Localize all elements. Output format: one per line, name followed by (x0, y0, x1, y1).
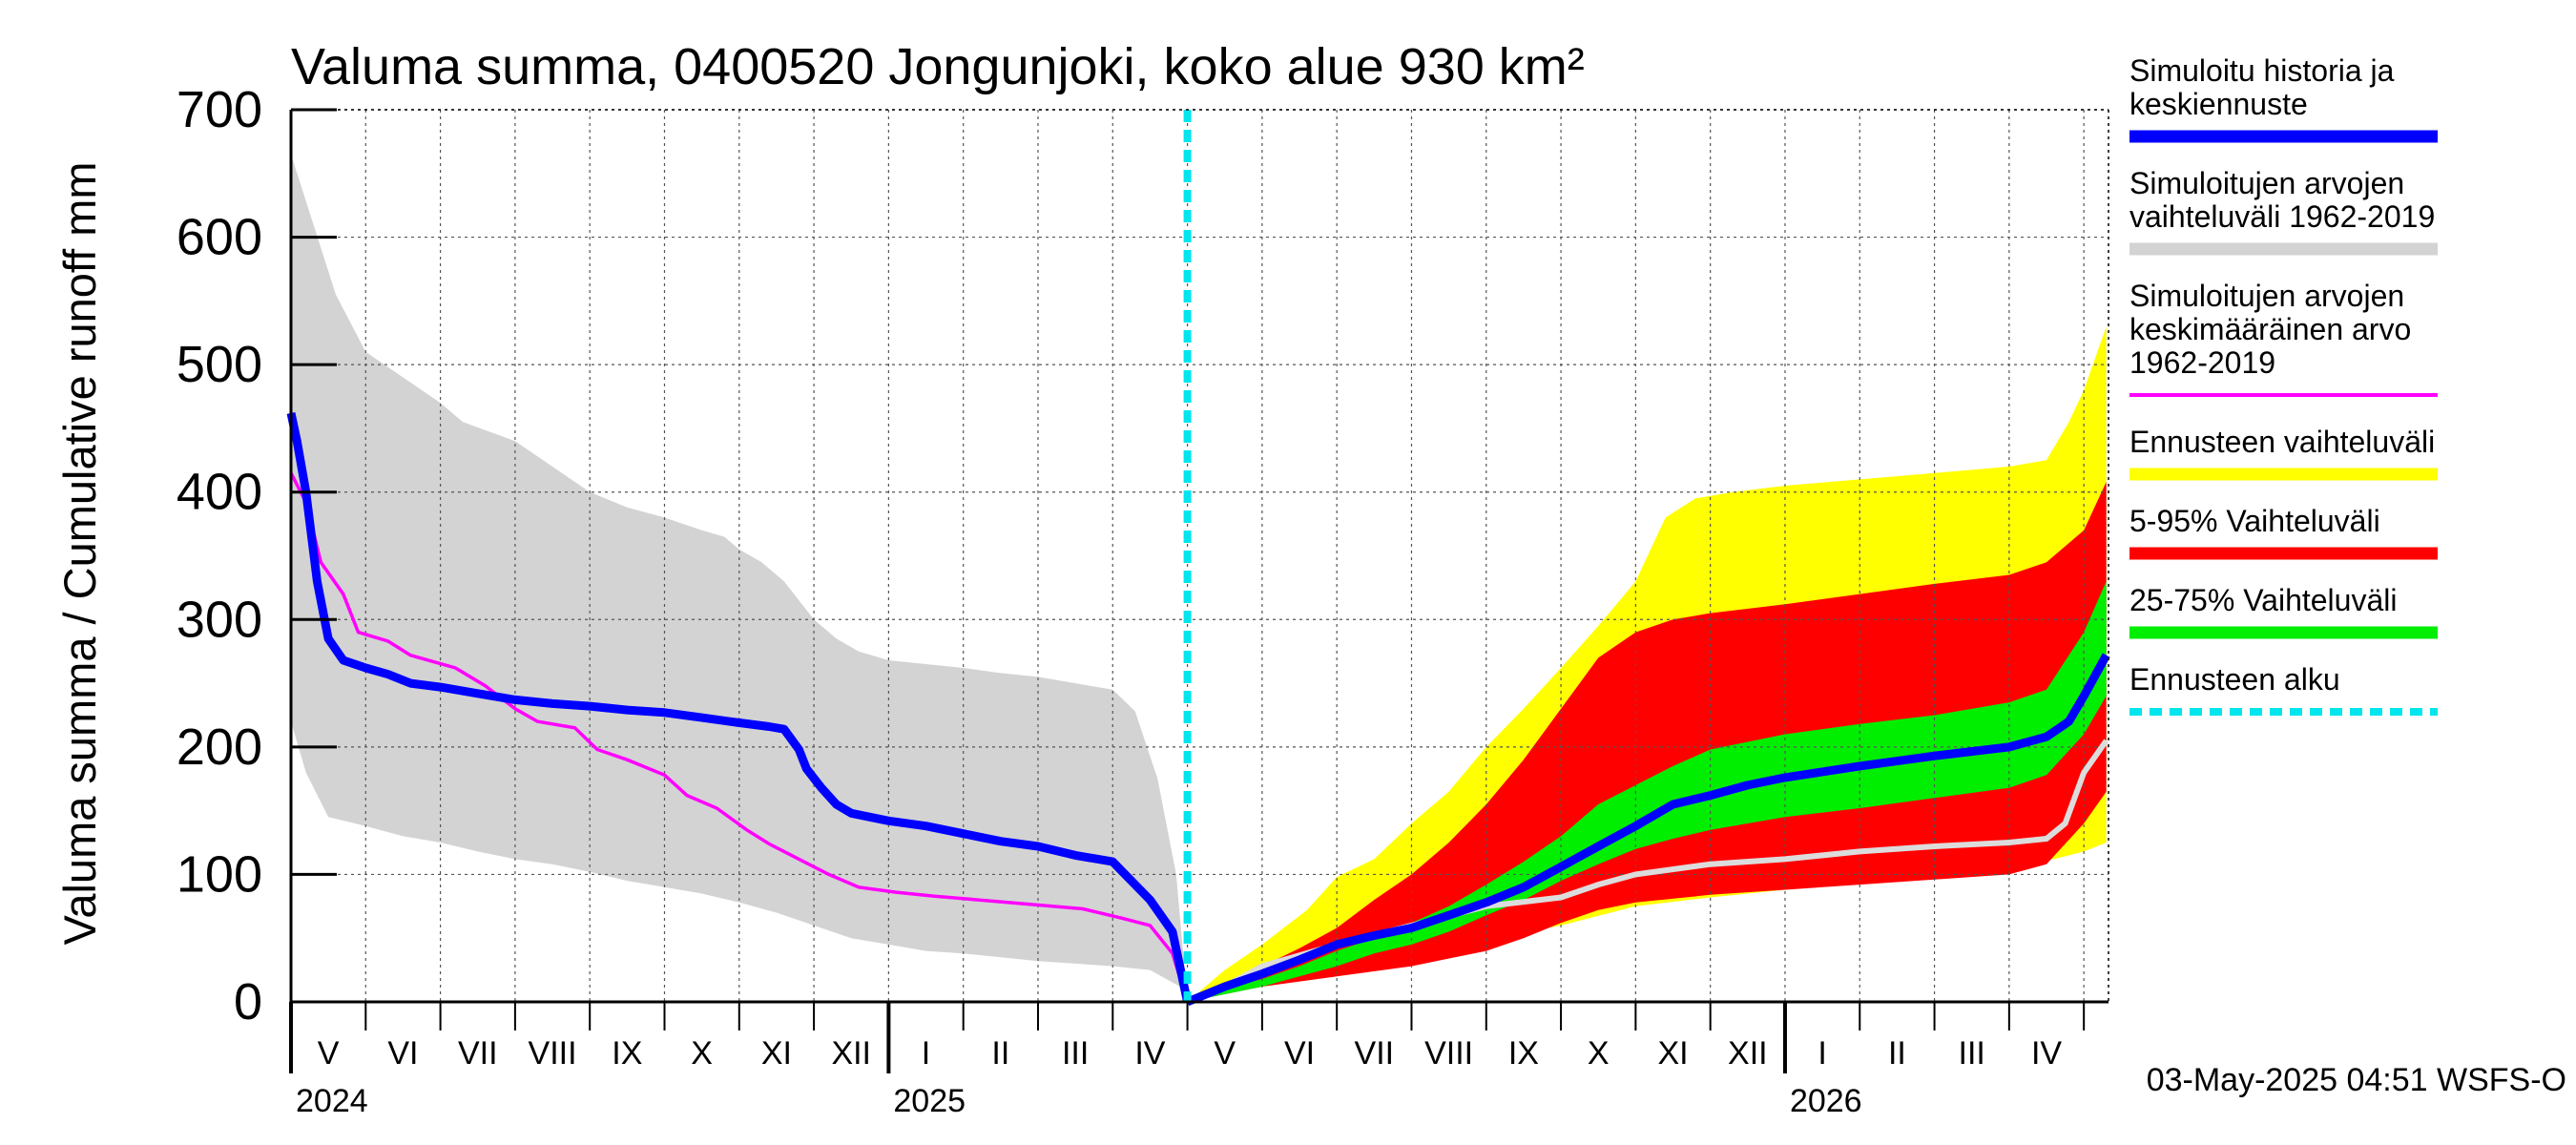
p5-95-band (1187, 482, 2107, 1002)
month-label: VII (1355, 1035, 1395, 1072)
y-tick-label: 600 (177, 209, 262, 266)
legend-label: 5-95% Vaihteluväli (2129, 504, 2380, 538)
legend-label: Ennusteen alku (2129, 662, 2340, 697)
y-tick-label: 0 (234, 973, 262, 1030)
month-label: II (1888, 1035, 1906, 1072)
footer-timestamp: 03-May-2025 04:51 WSFS-O (2147, 1062, 2566, 1098)
month-label: IX (612, 1035, 642, 1072)
legend-label: keskimääräinen arvo (2129, 312, 2411, 346)
legend-label: Simuloitujen arvojen (2129, 166, 2404, 200)
month-label: I (922, 1035, 930, 1072)
month-label: X (1588, 1035, 1610, 1072)
y-axis-label: Valuma summa / Cumulative runoff mm (54, 161, 105, 945)
chart-title: Valuma summa, 0400520 Jongunjoki, koko a… (291, 38, 1585, 95)
month-label: XI (1657, 1035, 1688, 1072)
legend-label: 1962-2019 (2129, 345, 2275, 380)
historical-mean-line (289, 471, 1190, 1003)
month-label: V (318, 1035, 340, 1072)
y-tick-label: 200 (177, 718, 262, 776)
y-tick-label: 100 (177, 845, 262, 903)
y-tick-label: 300 (177, 591, 262, 648)
month-label: VI (1284, 1035, 1315, 1072)
plot-area (286, 109, 2110, 1007)
month-label: II (991, 1035, 1009, 1072)
month-label: VIII (529, 1035, 577, 1072)
year-label: 2025 (893, 1083, 966, 1119)
legend-label: Simuloitu historia ja (2129, 53, 2395, 88)
month-label: VIII (1424, 1035, 1473, 1072)
month-label: III (1959, 1035, 1985, 1072)
y-tick-label: 400 (177, 464, 262, 521)
month-label: I (1818, 1035, 1826, 1072)
month-label: XII (831, 1035, 871, 1072)
year-label: 2026 (1790, 1083, 1862, 1119)
legend-label: Ennusteen vaihteluväli (2129, 425, 2435, 459)
y-tick-label: 700 (177, 81, 262, 138)
month-label: XII (1728, 1035, 1768, 1072)
month-label: XI (761, 1035, 792, 1072)
month-label: V (1214, 1035, 1236, 1072)
legend-label: keskiennuste (2129, 87, 2308, 121)
year-label: 2024 (296, 1083, 368, 1119)
month-label: IV (2031, 1035, 2062, 1072)
month-label: IX (1508, 1035, 1539, 1072)
legend-label: vaihteluväli 1962-2019 (2129, 199, 2435, 234)
y-tick-label: 500 (177, 336, 262, 393)
month-label: VII (458, 1035, 498, 1072)
month-label: III (1062, 1035, 1089, 1072)
p25-75-band (1187, 581, 2107, 1002)
legend-label: 25-75% Vaihteluväli (2129, 583, 2397, 617)
month-label: IV (1134, 1035, 1165, 1072)
month-label: X (691, 1035, 713, 1072)
legend-label: Simuloitujen arvojen (2129, 279, 2404, 313)
forecast-median-line (1185, 653, 2110, 1007)
simulated-history-line (286, 411, 1193, 1003)
month-label: VI (387, 1035, 418, 1072)
